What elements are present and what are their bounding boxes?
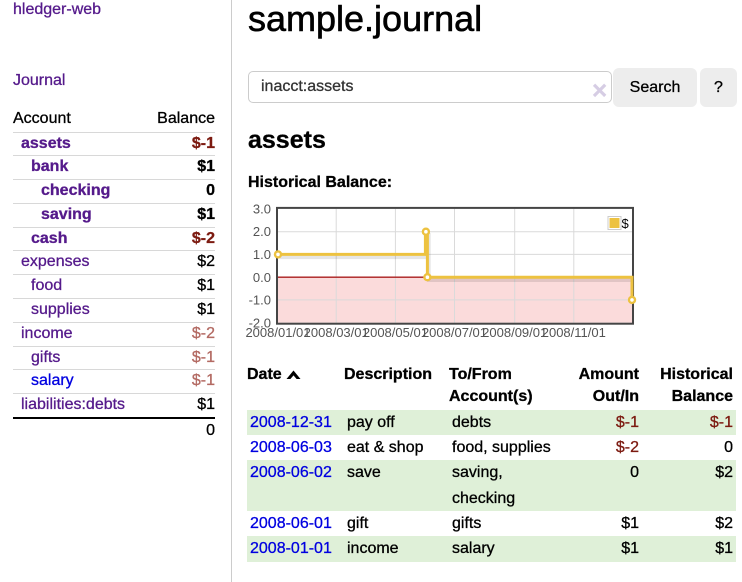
svg-text:2008/09/01: 2008/09/01 [482,325,547,340]
svg-text:1.0: 1.0 [253,247,271,262]
svg-text:2008/07/01: 2008/07/01 [422,325,487,340]
svg-text:$: $ [622,216,630,231]
svg-text:2008/11/01: 2008/11/01 [542,325,606,340]
svg-text:2008/03/01: 2008/03/01 [304,325,369,340]
svg-text:0.0: 0.0 [253,270,271,285]
svg-text:-2.0: -2.0 [249,315,271,330]
svg-text:3.0: 3.0 [253,202,271,217]
svg-text:2008/01/01: 2008/01/01 [245,325,310,340]
svg-text:-1.0: -1.0 [249,293,271,308]
svg-text:2.0: 2.0 [253,224,271,239]
svg-text:2008/05/01: 2008/05/01 [363,325,428,340]
